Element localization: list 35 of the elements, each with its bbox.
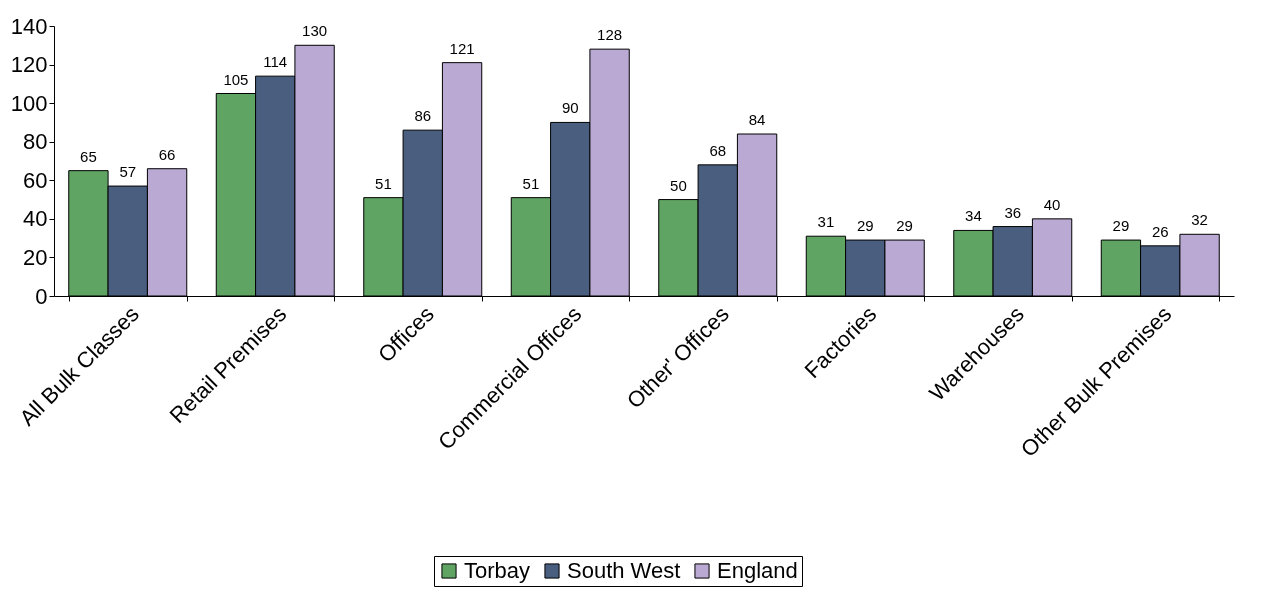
legend-label: Torbay	[464, 558, 531, 583]
data-label: 36	[1004, 203, 1022, 221]
data-label: 29	[1112, 217, 1130, 235]
data-label: 90	[561, 99, 579, 117]
data-label: 29	[896, 217, 913, 235]
data-label: 32	[1191, 211, 1208, 229]
data-label: 31	[817, 213, 835, 231]
data-label: 50	[670, 176, 687, 194]
data-label: 84	[748, 111, 766, 128]
data-label: 51	[522, 174, 540, 192]
data-label: 40	[1043, 195, 1061, 213]
data-label: 130	[302, 22, 328, 40]
y-tick-label: 100	[10, 90, 48, 116]
data-label: 86	[414, 107, 432, 125]
y-tick-label: 20	[23, 244, 48, 270]
y-tick-label: 80	[23, 129, 48, 155]
y-tick-label: 0	[35, 283, 48, 309]
data-label: 105	[223, 70, 249, 88]
data-label: 121	[449, 39, 475, 57]
data-label: 68	[709, 141, 727, 159]
data-label: 57	[119, 163, 137, 181]
legend-label: England	[717, 558, 798, 583]
data-label: 34	[965, 207, 982, 225]
y-tick-label: 60	[23, 167, 48, 193]
y-tick-label: 120	[10, 52, 48, 78]
data-label: 65	[80, 147, 97, 165]
data-label: 26	[1151, 222, 1169, 240]
data-label: 29	[856, 217, 874, 235]
data-label: 114	[263, 53, 288, 71]
y-tick-label: 40	[23, 206, 48, 232]
data-label: 66	[158, 145, 176, 163]
data-label: 128	[597, 26, 623, 44]
data-label: 51	[375, 174, 392, 192]
y-tick-label: 140	[10, 13, 48, 39]
legend-label: South West	[567, 558, 681, 583]
